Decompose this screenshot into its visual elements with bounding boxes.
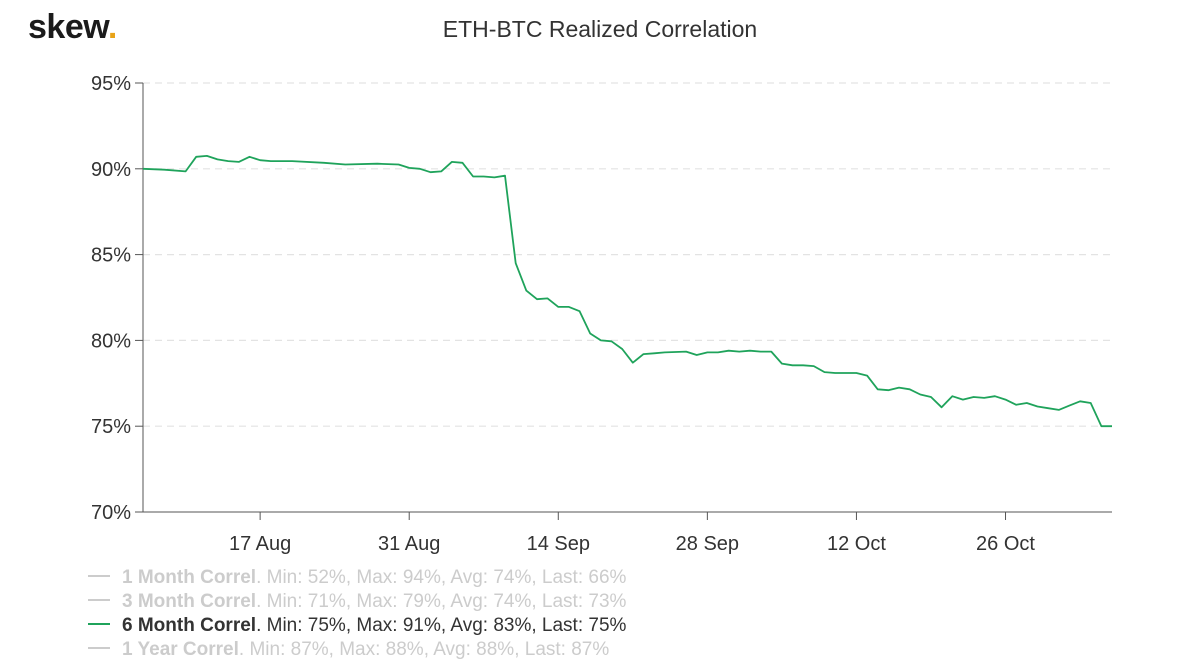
y-tick-label: 75% (91, 416, 131, 438)
legend-series-stats: . Min: 52%, Max: 94%, Avg: 74%, Last: 66… (256, 567, 627, 588)
x-axis-ticks: 17 Aug 31 Aug 14 Sep 28 Sep 12 Oct 26 Oct (229, 512, 1035, 555)
x-tick-label: 26 Oct (976, 533, 1035, 555)
logo-text: skew (28, 8, 108, 46)
legend-swatch (88, 622, 110, 625)
legend: 1 Month Correl. Min: 52%, Max: 94%, Avg:… (88, 566, 626, 662)
chart-title: ETH-BTC Realized Correlation (442, 16, 758, 42)
y-tick-label: 70% (91, 502, 131, 524)
legend-series-stats: . Min: 71%, Max: 79%, Avg: 74%, Last: 73… (256, 591, 627, 612)
y-tick-label: 95% (91, 73, 131, 95)
gridlines (143, 82, 1112, 427)
axes (142, 83, 1112, 513)
skew-logo: skew. (28, 8, 117, 47)
legend-item-1-month[interactable]: 1 Month Correl. Min: 52%, Max: 94%, Avg:… (88, 566, 626, 590)
x-tick-label: 12 Oct (827, 533, 886, 555)
series-lines (142, 154, 1112, 428)
legend-series-name: 1 Year Correl (122, 639, 239, 660)
legend-item-1-year[interactable]: 1 Year Correl. Min: 87%, Max: 88%, Avg: … (88, 638, 626, 662)
y-axis-ticks: 95% 90% 85% 80% 75% 70% (91, 73, 143, 524)
legend-item-3-month[interactable]: 3 Month Correl. Min: 71%, Max: 79%, Avg:… (88, 590, 626, 614)
y-tick-label: 80% (91, 330, 131, 352)
x-tick-label: 28 Sep (676, 533, 739, 555)
legend-series-stats: . Min: 87%, Max: 88%, Avg: 88%, Last: 87… (238, 639, 610, 660)
y-tick-label: 85% (91, 245, 131, 267)
legend-item-6-month[interactable]: 6 Month Correl. Min: 75%, Max: 91%, Avg:… (88, 614, 626, 638)
y-tick-label: 90% (91, 159, 131, 181)
legend-swatch (88, 574, 110, 577)
x-tick-label: 31 Aug (378, 533, 440, 555)
legend-series-name: 3 Month Correl (122, 591, 257, 612)
x-tick-label: 17 Aug (229, 533, 291, 555)
logo-dot: . (107, 8, 117, 46)
legend-series-stats: . Min: 75%, Max: 91%, Avg: 83%, Last: 75… (256, 615, 627, 636)
legend-swatch (88, 646, 110, 649)
legend-series-name: 6 Month Correl (122, 615, 257, 636)
legend-series-name: 1 Month Correl (122, 567, 257, 588)
x-tick-label: 14 Sep (527, 533, 590, 555)
legend-swatch (88, 598, 110, 601)
series-line-6-month-correl (142, 154, 1112, 428)
